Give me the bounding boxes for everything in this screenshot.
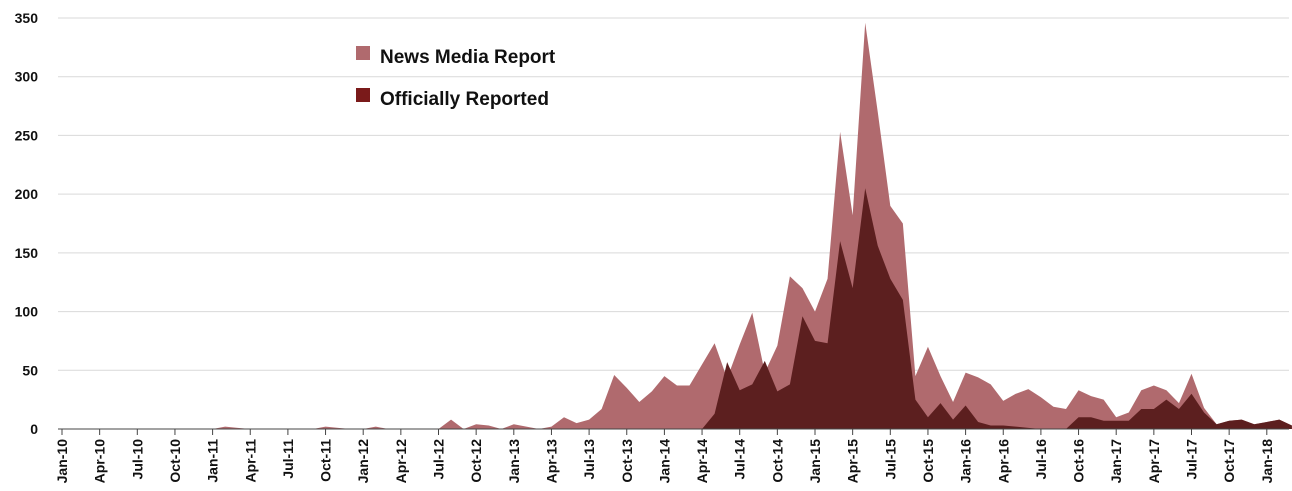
y-tick-label: 0 <box>30 421 38 437</box>
x-tick-label: Oct-14 <box>769 439 785 483</box>
x-tick-label: Apr-16 <box>995 439 1011 484</box>
x-tick-label: Jan-16 <box>958 439 974 484</box>
x-tick-label: Oct-17 <box>1221 439 1237 483</box>
x-tick-label: Jul-16 <box>1033 439 1049 480</box>
x-tick-label: Oct-15 <box>920 439 936 483</box>
x-tick-label: Jan-13 <box>506 439 522 484</box>
y-tick-label: 150 <box>15 245 39 261</box>
legend-label-news: News Media Report <box>380 47 556 68</box>
x-tick-label: Jan-15 <box>807 439 823 484</box>
x-tick-label: Jul-11 <box>280 439 296 479</box>
legend-swatch-news <box>356 46 370 60</box>
x-tick-label: Oct-11 <box>318 439 334 482</box>
x-tick-label: Oct-12 <box>468 439 484 483</box>
x-tick-label: Apr-14 <box>694 439 710 484</box>
x-tick-label: Jul-13 <box>581 439 597 480</box>
x-tick-label: Jan-17 <box>1108 439 1124 484</box>
x-tick-label: Jan-10 <box>54 439 70 484</box>
x-tick-label: Apr-13 <box>543 439 559 484</box>
x-tick-label: Jul-15 <box>882 439 898 480</box>
x-tick-label: Jul-14 <box>732 439 748 480</box>
legend: News Media Report Officially Reported <box>356 46 556 110</box>
y-tick-label: 200 <box>15 186 39 202</box>
y-axis: 0 50 100 150 200 250 300 350 <box>15 10 39 437</box>
x-tick-label: Jan-18 <box>1259 439 1275 484</box>
y-tick-label: 350 <box>15 10 39 26</box>
area-news-media-report <box>62 22 1292 429</box>
x-tick-label: Jul-12 <box>431 439 447 480</box>
area-officially-reported <box>62 188 1292 429</box>
x-tick-label: Apr-10 <box>92 439 108 484</box>
x-tick-label: Apr-12 <box>393 439 409 484</box>
legend-label-official: Officially Reported <box>380 89 549 110</box>
x-tick-label: Oct-13 <box>619 439 635 483</box>
x-tick-label: Oct-16 <box>1071 439 1087 483</box>
x-axis: Jan-10 Apr-10 Jul-10 Oct-10 Jan-11 Apr-11 Jul-… <box>54 429 1275 483</box>
x-tick-label: Apr-11 <box>242 439 258 483</box>
x-tick-label: Oct-10 <box>167 439 183 483</box>
x-tick-label: Apr-17 <box>1146 439 1162 484</box>
legend-swatch-official <box>356 88 370 102</box>
series-areas <box>62 22 1292 429</box>
x-tick-label: Jul-17 <box>1184 439 1200 480</box>
y-tick-label: 100 <box>15 304 39 320</box>
x-tick-label: Jan-14 <box>656 439 672 484</box>
x-tick-label: Jan-12 <box>355 439 371 484</box>
x-tick-label: Jan-11 <box>205 439 221 483</box>
y-tick-label: 50 <box>22 362 38 378</box>
y-tick-label: 300 <box>15 69 39 85</box>
y-tick-label: 250 <box>15 127 39 143</box>
gridlines <box>58 17 1289 371</box>
x-tick-label: Apr-15 <box>845 439 861 484</box>
x-tick-label: Jul-10 <box>129 439 145 480</box>
